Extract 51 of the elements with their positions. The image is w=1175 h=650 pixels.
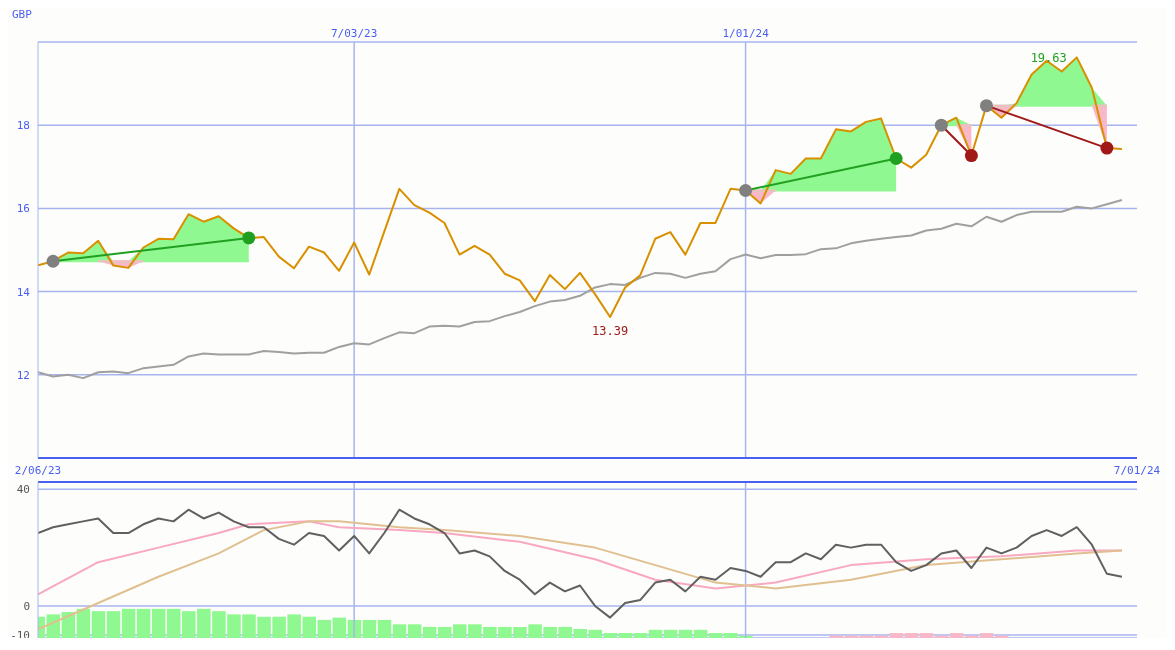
y-axis-title: GBP [11,8,33,22]
x-tick-label: 2/06/23 [14,463,62,477]
bar [332,617,347,638]
bar [889,633,904,638]
line-series [38,508,1123,619]
bar [678,629,693,638]
point [979,99,993,113]
bar [648,629,663,638]
line-series [38,199,1123,380]
point [46,254,60,268]
bar [136,608,151,638]
bar [693,629,708,638]
bar [91,611,106,638]
annotation: 19.63 [1030,50,1067,65]
bar [949,633,964,638]
point [889,151,903,165]
bar [919,633,934,638]
y-tick-label: 40 [16,483,30,497]
x-tick-label: 7/01/24 [1113,463,1161,477]
bar [603,633,618,638]
x2-tick-label: 7/03/23 [330,27,378,40]
bar [618,633,633,638]
point [739,184,753,198]
bar [362,619,377,638]
bar [76,608,91,638]
bar [633,633,648,638]
y-tick-label: 16 [16,202,30,216]
bar [121,608,136,638]
x2-tick-label: 1/01/24 [722,27,770,40]
annotation: 13.39 [592,324,629,339]
bar [377,619,392,638]
bar [151,608,166,638]
bar [392,624,407,638]
point [1100,141,1114,155]
bar [588,629,603,638]
bar [904,633,919,638]
point [964,149,978,163]
y-tick-label: 12 [16,368,30,382]
line-series [38,520,1123,631]
y-tick-label: 14 [16,285,31,299]
y-tick-label: 0 [23,599,30,613]
point [934,118,948,132]
bar [663,629,678,638]
bar [106,611,121,638]
bar [708,633,723,638]
bar [422,626,437,638]
y-tick-label: 18 [16,119,30,133]
point [242,231,256,245]
bar [407,624,422,638]
bar [979,633,994,638]
bar [317,619,332,638]
